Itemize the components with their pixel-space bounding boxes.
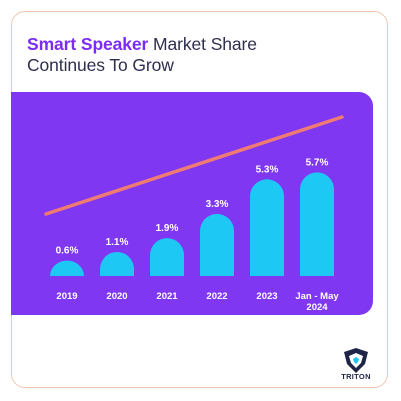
- title-rest-line1: Market Share: [148, 34, 257, 54]
- trend-line: [44, 115, 344, 216]
- category-label: 2021: [156, 291, 178, 302]
- category-label: 2023: [256, 291, 277, 302]
- brand-name: TRITON: [341, 372, 371, 381]
- category-label: Jan - May: [295, 291, 339, 302]
- category-label: 2024: [306, 302, 328, 313]
- bar-2020: [100, 251, 134, 276]
- chart-title: Smart Speaker Market Share Continues To …: [27, 34, 357, 76]
- bar-2022: [200, 213, 234, 276]
- title-rest-line2: Continues To Grow: [27, 55, 174, 75]
- value-label: 0.6%: [56, 246, 79, 257]
- title-accent: Smart Speaker: [27, 34, 149, 54]
- category-label: 2020: [106, 291, 127, 302]
- bar-jan-may-2024: [300, 172, 334, 276]
- bar-2021: [150, 238, 184, 276]
- bar-2023: [250, 179, 284, 276]
- value-label: 5.3%: [256, 164, 279, 175]
- category-label: 2019: [56, 291, 77, 302]
- value-label: 5.7%: [306, 157, 329, 168]
- value-label: 3.3%: [206, 199, 229, 210]
- bar-2019: [50, 260, 84, 276]
- category-label: 2022: [206, 291, 227, 302]
- value-label: 1.9%: [156, 223, 179, 234]
- value-label: 1.1%: [106, 237, 129, 248]
- triton-logo-icon: [338, 346, 374, 380]
